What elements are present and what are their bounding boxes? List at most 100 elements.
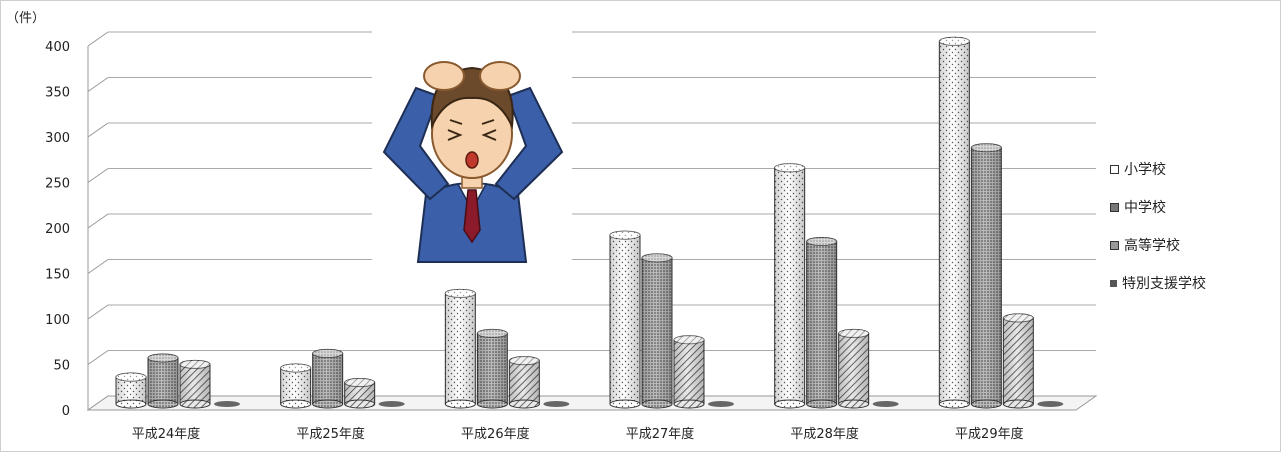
bar-shade xyxy=(674,339,704,404)
bar-shade xyxy=(477,333,508,404)
gridline-diag xyxy=(87,77,109,92)
legend-swatch-special-support xyxy=(1110,279,1117,287)
bar-bottom xyxy=(673,399,705,409)
bar-bottom xyxy=(938,399,970,409)
bar-top-fill xyxy=(116,373,146,382)
bar-bottom xyxy=(444,399,476,409)
bar-top-fill xyxy=(971,143,1002,152)
bar-special-support xyxy=(378,401,405,407)
bar-shade xyxy=(445,293,476,404)
bar-top-fill xyxy=(939,37,970,46)
bar-shade xyxy=(806,241,837,404)
bar xyxy=(609,230,641,409)
bar-shade xyxy=(344,382,375,404)
right-eye xyxy=(481,129,497,141)
x-tick-label: 平成25年度 xyxy=(296,426,365,442)
legend-label: 小学校 xyxy=(1124,162,1166,178)
bar-bottom xyxy=(312,399,344,409)
bar xyxy=(970,143,1002,409)
bar xyxy=(838,328,870,409)
tie xyxy=(463,189,481,244)
bar-shade xyxy=(642,257,672,404)
gridline-diag xyxy=(87,259,109,274)
gridline-diag xyxy=(87,168,109,183)
bar-top-fill xyxy=(642,253,672,262)
bar-bottom xyxy=(970,399,1002,409)
bar-top-fill xyxy=(774,163,805,172)
bar xyxy=(938,36,970,409)
bar-bottom xyxy=(476,399,508,409)
y-unit-label: （件） xyxy=(6,11,45,26)
x-tick-label: 平成24年度 xyxy=(132,426,201,442)
gridline-diag xyxy=(87,304,109,320)
bar xyxy=(280,363,312,409)
bar-special-support xyxy=(1037,401,1064,407)
bar xyxy=(673,335,705,409)
legend-item-high-school: 高等学校 xyxy=(1110,226,1280,264)
bar-bottom xyxy=(280,399,312,409)
gridline-diag xyxy=(87,213,109,229)
x-tick-label: 平成26年度 xyxy=(461,426,530,442)
bar-special-support xyxy=(708,401,734,407)
y-tick-label: 0 xyxy=(62,404,70,419)
legend-item-elementary: 小学校 xyxy=(1110,150,1280,188)
bar-shade xyxy=(774,167,805,404)
bar xyxy=(115,372,147,409)
y-tick-label: 150 xyxy=(45,268,70,283)
bar-shade xyxy=(509,360,540,404)
x-tick-label: 平成28年度 xyxy=(790,426,859,442)
bar-top-fill xyxy=(344,378,375,387)
bar xyxy=(774,163,806,409)
bar xyxy=(641,253,673,409)
bar-top-fill xyxy=(610,231,640,240)
bar-shade xyxy=(838,333,869,404)
bar xyxy=(508,356,540,409)
bar-special-support xyxy=(214,401,240,407)
bar-bottom xyxy=(838,399,870,409)
bar-top-fill xyxy=(180,360,210,369)
bar-bottom xyxy=(806,399,838,409)
bar-shade xyxy=(148,357,178,404)
left-hand xyxy=(423,61,465,91)
bar-top-fill xyxy=(148,353,178,362)
bar-top-fill xyxy=(477,329,508,338)
y-tick-label: 250 xyxy=(45,177,70,192)
bar-bottom xyxy=(641,399,673,409)
bar-shade xyxy=(312,353,343,404)
bar xyxy=(179,359,211,409)
legend-swatch-junior-high xyxy=(1110,202,1119,212)
legend-label: 特別支援学校 xyxy=(1122,276,1206,292)
bar-bottom xyxy=(179,399,211,409)
legend-swatch-high-school xyxy=(1110,240,1119,250)
bar-shade xyxy=(939,41,970,405)
bar xyxy=(444,288,476,409)
eyebrows xyxy=(449,119,495,125)
y-tick-label: 400 xyxy=(45,40,70,55)
y-tick-label: 200 xyxy=(45,222,70,237)
y-tick-label: 100 xyxy=(45,313,70,328)
bar-bottom xyxy=(147,399,179,409)
bar-bottom xyxy=(774,399,806,409)
gridline-diag xyxy=(87,31,109,47)
bar xyxy=(1002,313,1034,409)
x-tick-label: 平成29年度 xyxy=(955,426,1024,442)
right-hand xyxy=(479,61,521,91)
bar-top-fill xyxy=(280,363,311,372)
bar-top-fill xyxy=(312,349,343,358)
legend-item-junior-high: 中学校 xyxy=(1110,188,1280,226)
bar-top-fill xyxy=(674,335,704,344)
bar-top-fill xyxy=(509,356,540,365)
bar-bottom xyxy=(1002,399,1034,409)
stressed-man-holding-head-icon xyxy=(372,28,572,263)
bar-top-fill xyxy=(838,329,869,338)
bar-shade xyxy=(610,235,640,404)
y-tick-label: 50 xyxy=(53,359,70,374)
x-tick-label: 平成27年度 xyxy=(626,426,695,442)
legend-item-special-support: 特別支援学校 xyxy=(1110,264,1280,302)
legend-swatch-elementary xyxy=(1110,164,1119,174)
legend-label: 高等学校 xyxy=(1124,238,1180,254)
bar-top-fill xyxy=(1003,313,1034,322)
bar-top-fill xyxy=(806,237,837,246)
